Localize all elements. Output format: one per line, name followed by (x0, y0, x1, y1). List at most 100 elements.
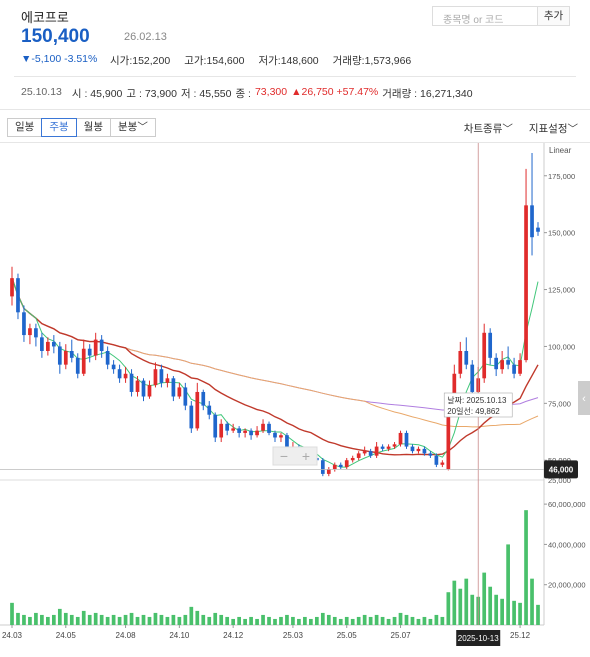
candle-body (69, 351, 74, 358)
volume-bar (40, 614, 44, 625)
candle-body (279, 435, 283, 438)
divider (14, 76, 576, 77)
candle-body (470, 364, 475, 392)
chart-type-dropdown[interactable]: 차트종류﹀ (463, 123, 513, 135)
candle-body (267, 423, 271, 433)
candle-body (452, 373, 457, 408)
candle-body (506, 360, 510, 365)
candle-body (332, 464, 337, 470)
tab-minute[interactable]: 분봉﹀ (109, 118, 156, 137)
candle-body (536, 227, 540, 232)
volume-bar (243, 618, 247, 625)
candle-body (261, 423, 265, 431)
tab-monthly[interactable]: 월봉 (75, 118, 111, 137)
volume-bar (183, 614, 188, 625)
price-change: ▼-5,100 -3.51% (21, 53, 98, 65)
candle-body (201, 391, 206, 406)
volume-bar (410, 616, 415, 625)
tab-daily[interactable]: 일봉 (7, 118, 43, 137)
stock-header: 에코프로 150,400 26.02.13 ▼-5,100 -3.51% 시가:… (0, 0, 590, 78)
volume-bar (314, 616, 319, 625)
y-tick-label: 150,000 (548, 229, 575, 238)
volume-bar (374, 614, 379, 625)
volume-bar (123, 614, 128, 625)
volume-bar (500, 598, 504, 625)
volume-bar (141, 614, 146, 625)
volume-bar (380, 616, 385, 625)
candle-body (512, 364, 516, 374)
volume-bar (494, 594, 499, 625)
candle-body (255, 430, 259, 436)
candle-body (81, 348, 86, 374)
candle-body (518, 360, 522, 374)
stock-search-input[interactable]: 종목명 or 코드 (432, 6, 538, 26)
zoom-out-button[interactable]: − (280, 448, 288, 464)
tab-minute-label: 분봉 (117, 121, 138, 133)
volume-bar (320, 612, 325, 625)
volume-bar (165, 616, 170, 625)
volume-bar (117, 616, 122, 625)
indicator-settings-dropdown[interactable]: 지표설정﹀ (528, 123, 578, 135)
volume-bar (506, 544, 510, 625)
volume-bar (195, 610, 200, 625)
volume-bar (129, 612, 134, 625)
selected-candle-info: 25.10.13 시 : 45,900 고 : 73,900 저 : 45,55… (21, 86, 473, 101)
candle-body (524, 205, 528, 361)
candle-body (326, 469, 331, 474)
x-tick-label: 25.03 (283, 631, 304, 640)
volume-bar (46, 616, 50, 625)
candle-body (57, 346, 62, 365)
candle-body (440, 462, 445, 465)
volume-bar (309, 618, 313, 625)
volume-bar (416, 618, 421, 625)
candle-body (320, 460, 325, 474)
volume-bar (470, 594, 475, 625)
candle-body (171, 378, 176, 397)
candle-body (129, 373, 134, 392)
stock-chart[interactable]: Linear 175,000 150,000 125,000 100,000 75,000… (0, 143, 590, 657)
candle-body (141, 380, 146, 397)
y-tick-label: 175,000 (548, 172, 575, 181)
volume-bar (422, 616, 427, 625)
candle-body (28, 328, 32, 336)
candle-body (46, 341, 50, 351)
volume-bar (261, 614, 265, 625)
volume-bar (279, 616, 283, 625)
volume-bar (291, 616, 295, 625)
volume-bar (93, 612, 98, 625)
volume-bar (344, 616, 349, 625)
volume-bar (446, 592, 451, 625)
zoom-in-button[interactable]: + (302, 448, 310, 464)
ohlc-summary: 시가:152,200 고가:154,600 저가:148,600 거래량:1,5… (110, 53, 411, 68)
volume-bar (189, 606, 194, 625)
volume-bar (362, 614, 367, 625)
candle-body (422, 448, 427, 454)
candle-body (219, 423, 224, 438)
volume-bar (255, 618, 259, 625)
volume-bar (392, 616, 397, 625)
vol-tick-label: 60,000,000 (548, 500, 586, 509)
tooltip-ma20: 20일선: 49,862 (447, 407, 500, 416)
volume-bar (386, 618, 391, 625)
candle-body (87, 348, 92, 356)
add-button[interactable]: 추가 (538, 6, 570, 26)
candle-body (350, 457, 355, 461)
volume-bar (153, 612, 158, 625)
volume-bar (22, 614, 26, 625)
x-tick-label: 24.10 (169, 631, 190, 640)
volume-bar (524, 510, 528, 625)
sidebar-expand-button[interactable] (578, 381, 590, 415)
volume-bar (458, 588, 463, 625)
candle-body (34, 328, 38, 338)
candle-body (392, 444, 397, 447)
volume-bar (518, 602, 522, 625)
volume-bar (99, 614, 104, 625)
volume-bar (201, 614, 206, 625)
period-tabs: 일봉 주봉 월봉 분봉﹀ (7, 118, 156, 137)
high-label: 고가: (184, 55, 207, 67)
x-tick-label: 24.08 (116, 631, 137, 640)
volume-bar (452, 580, 457, 625)
tab-weekly[interactable]: 주봉 (41, 118, 77, 137)
candle-body (434, 455, 439, 465)
current-price-label: 46,000 (549, 465, 574, 474)
